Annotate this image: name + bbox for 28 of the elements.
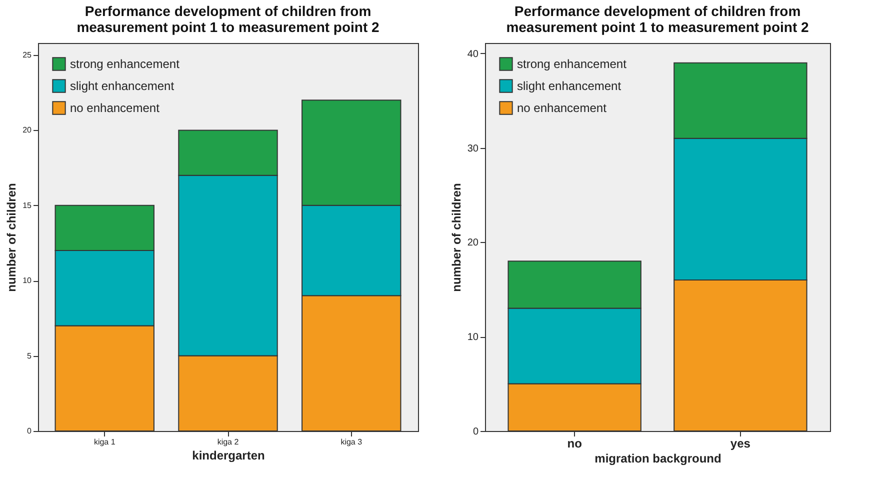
y-tick-label: 0: [27, 426, 32, 436]
y-axis-title: number of children: [4, 183, 19, 292]
chart-title: Performance development of children from measurement point 1 to measurement point 2: [76, 3, 380, 35]
y-tick-label: 0: [472, 426, 479, 438]
legend-label: no enhancement: [517, 101, 608, 115]
y-tick-label: 20: [22, 126, 32, 135]
y-axis-title: number of children: [449, 183, 464, 292]
legend-label: slight enhancement: [517, 79, 622, 93]
y-tick-label: 10: [467, 332, 479, 344]
x-tick-label: kiga 2: [217, 438, 240, 446]
legend-label: strong enhancement: [517, 57, 628, 71]
y-tick-label: 40: [467, 48, 479, 60]
y-tick-label: 10: [22, 276, 32, 286]
legend-label: no enhancement: [70, 101, 160, 115]
legend-label: slight enhancement: [70, 79, 175, 93]
x-axis-title: migration background: [594, 452, 722, 466]
chart-title: Performance development of children from measurement point 1 to measurement point 2: [506, 3, 810, 35]
x-axis-title: kindergarten: [192, 448, 265, 462]
x-tick-label: kiga 3: [340, 438, 363, 446]
legend-label: strong enhancement: [70, 57, 180, 71]
y-tick-label: 15: [22, 200, 32, 210]
x-tick-label: no: [567, 436, 582, 450]
x-tick-label: yes: [730, 436, 751, 450]
y-tick-label: 25: [22, 50, 32, 60]
y-tick-label: 20: [467, 238, 479, 249]
y-tick-label: 30: [467, 143, 479, 154]
x-tick-label: kiga 1: [94, 438, 116, 446]
y-tick-label: 5: [27, 351, 32, 360]
